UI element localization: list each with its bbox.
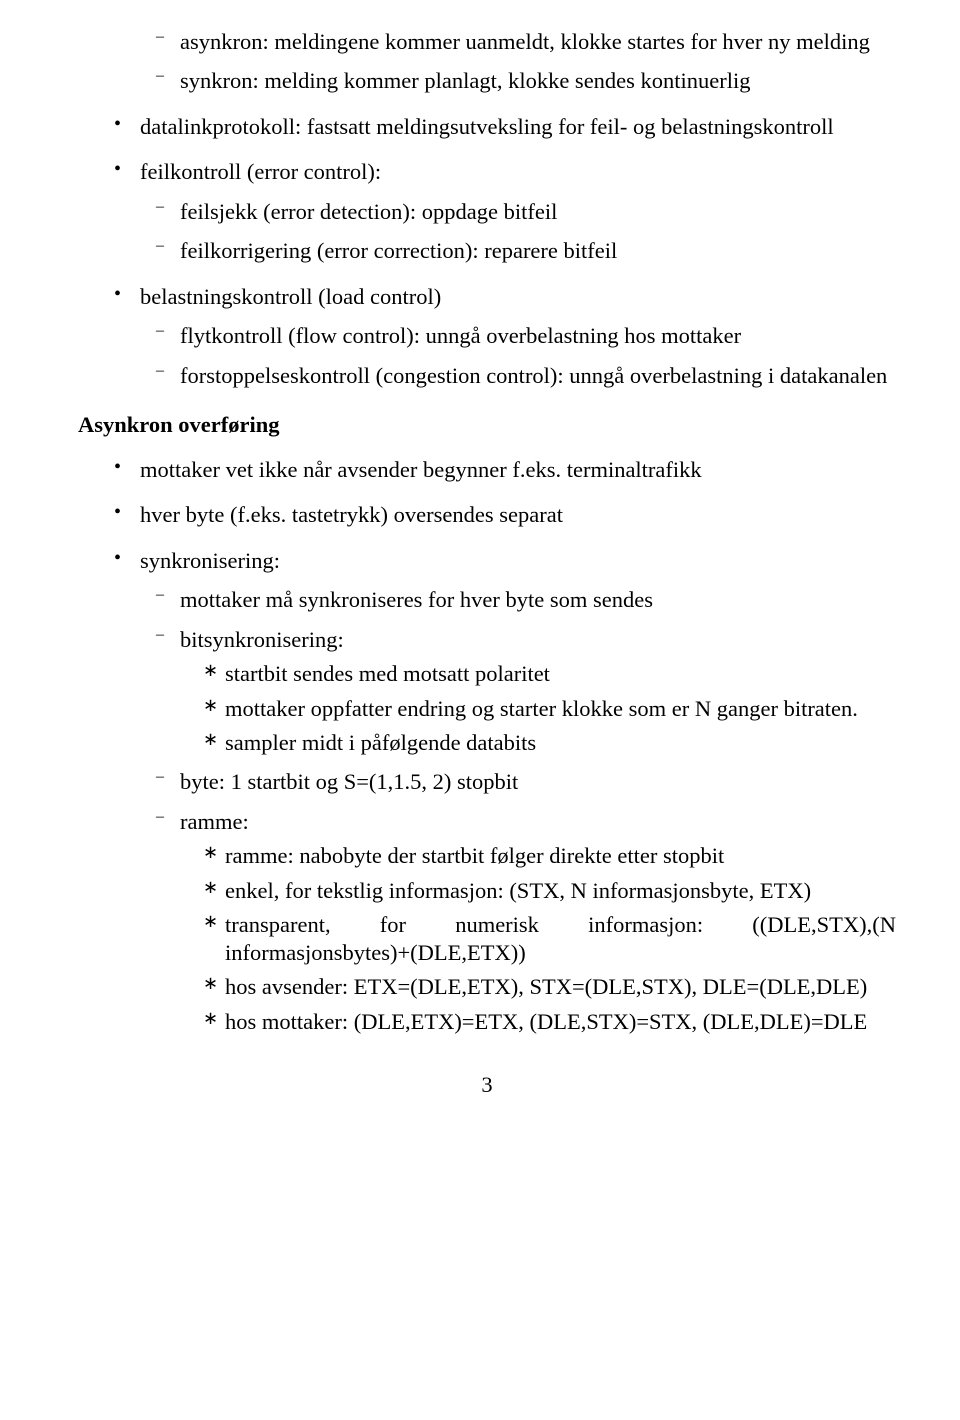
bullet-marker: •	[114, 283, 140, 310]
dash-marker: –	[156, 67, 180, 94]
list-item: – byte: 1 startbit og S=(1,1.5, 2) stopb…	[156, 768, 896, 795]
bullet-marker: •	[114, 158, 140, 185]
section-heading: Asynkron overføring	[78, 412, 896, 438]
list-item-text: feilsjekk (error detection): oppdage bit…	[180, 198, 896, 225]
list-item: • synkronisering:	[114, 547, 896, 574]
list-item: – flytkontroll (flow control): unngå ove…	[156, 322, 896, 349]
list-item: – asynkron: meldingene kommer uanmeldt, …	[156, 28, 896, 55]
asterisk-marker: ∗	[203, 911, 225, 966]
asterisk-marker: ∗	[203, 660, 225, 687]
list-item: – ramme:	[156, 808, 896, 835]
dash-marker: –	[156, 28, 180, 55]
list-item: – forstoppelseskontroll (congestion cont…	[156, 362, 896, 389]
list-item-text: bitsynkronisering:	[180, 626, 896, 653]
list-item: – feilsjekk (error detection): oppdage b…	[156, 198, 896, 225]
list-item-text: hos avsender: ETX=(DLE,ETX), STX=(DLE,ST…	[225, 973, 896, 1000]
dash-marker: –	[156, 626, 180, 653]
list-item-text: ramme: nabobyte der startbit følger dire…	[225, 842, 896, 869]
asterisk-marker: ∗	[203, 877, 225, 904]
dash-marker: –	[156, 808, 180, 835]
dash-marker: –	[156, 586, 180, 613]
dash-marker: –	[156, 362, 180, 389]
list-item: • mottaker vet ikke når avsender begynne…	[114, 456, 896, 483]
bullet-marker: •	[114, 547, 140, 574]
list-item-text: mottaker må synkroniseres for hver byte …	[180, 586, 896, 613]
list-item: ∗ hos mottaker: (DLE,ETX)=ETX, (DLE,STX)…	[203, 1008, 896, 1035]
list-item: – bitsynkronisering:	[156, 626, 896, 653]
list-item: – feilkorrigering (error correction): re…	[156, 237, 896, 264]
list-item-text: asynkron: meldingene kommer uanmeldt, kl…	[180, 28, 896, 55]
list-item-text: startbit sendes med motsatt polaritet	[225, 660, 896, 687]
list-item-text: flytkontroll (flow control): unngå overb…	[180, 322, 896, 349]
list-item: ∗ mottaker oppfatter endring og starter …	[203, 695, 896, 722]
document-page: – asynkron: meldingene kommer uanmeldt, …	[0, 0, 960, 1138]
list-item-text: synkronisering:	[140, 547, 896, 574]
list-item-text: mottaker vet ikke når avsender begynner …	[140, 456, 896, 483]
list-item-text: feilkontroll (error control):	[140, 158, 896, 185]
list-item: ∗ enkel, for tekstlig informasjon: (STX,…	[203, 877, 896, 904]
list-item-text: belastningskontroll (load control)	[140, 283, 896, 310]
asterisk-marker: ∗	[203, 973, 225, 1000]
list-item: • hver byte (f.eks. tastetrykk) oversend…	[114, 501, 896, 528]
list-item: ∗ hos avsender: ETX=(DLE,ETX), STX=(DLE,…	[203, 973, 896, 1000]
dash-marker: –	[156, 237, 180, 264]
list-item: • feilkontroll (error control):	[114, 158, 896, 185]
dash-marker: –	[156, 768, 180, 795]
list-item: • belastningskontroll (load control)	[114, 283, 896, 310]
list-item-text: datalinkprotokoll: fastsatt meldingsutve…	[140, 113, 896, 140]
asterisk-marker: ∗	[203, 695, 225, 722]
bullet-marker: •	[114, 501, 140, 528]
list-item-text: byte: 1 startbit og S=(1,1.5, 2) stopbit	[180, 768, 896, 795]
dash-marker: –	[156, 322, 180, 349]
bullet-marker: •	[114, 456, 140, 483]
list-item: ∗ transparent, for numerisk informasjon:…	[203, 911, 896, 966]
list-item-text: mottaker oppfatter endring og starter kl…	[225, 695, 896, 722]
list-item-text: forstoppelseskontroll (congestion contro…	[180, 362, 896, 389]
list-item-text: synkron: melding kommer planlagt, klokke…	[180, 67, 896, 94]
asterisk-marker: ∗	[203, 1008, 225, 1035]
bullet-marker: •	[114, 113, 140, 140]
list-item: ∗ ramme: nabobyte der startbit følger di…	[203, 842, 896, 869]
dash-marker: –	[156, 198, 180, 225]
asterisk-marker: ∗	[203, 729, 225, 756]
list-item-text: sampler midt i påfølgende databits	[225, 729, 896, 756]
page-number: 3	[78, 1072, 896, 1098]
list-item-text: hver byte (f.eks. tastetrykk) oversendes…	[140, 501, 896, 528]
list-item: ∗ sampler midt i påfølgende databits	[203, 729, 896, 756]
list-item-text: transparent, for numerisk informasjon: (…	[225, 911, 896, 966]
list-item: ∗ startbit sendes med motsatt polaritet	[203, 660, 896, 687]
list-item-text: hos mottaker: (DLE,ETX)=ETX, (DLE,STX)=S…	[225, 1008, 896, 1035]
list-item-text: ramme:	[180, 808, 896, 835]
list-item: – synkron: melding kommer planlagt, klok…	[156, 67, 896, 94]
list-item: – mottaker må synkroniseres for hver byt…	[156, 586, 896, 613]
list-item-text: feilkorrigering (error correction): repa…	[180, 237, 896, 264]
list-item: • datalinkprotokoll: fastsatt meldingsut…	[114, 113, 896, 140]
asterisk-marker: ∗	[203, 842, 225, 869]
list-item-text: enkel, for tekstlig informasjon: (STX, N…	[225, 877, 896, 904]
